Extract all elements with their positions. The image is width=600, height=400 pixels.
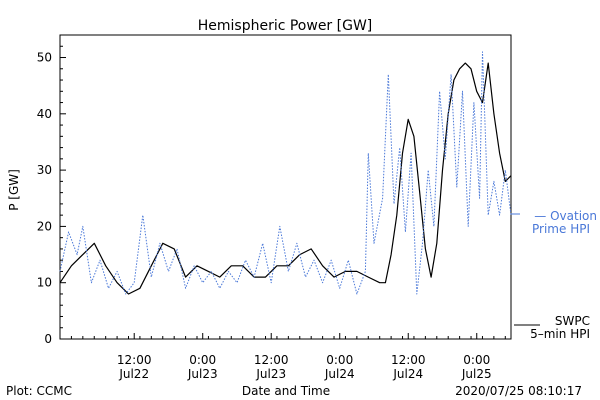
legend-ovation-line2: Prime HPI bbox=[532, 222, 590, 236]
x-tick-date-label: Jul25 bbox=[461, 367, 492, 381]
x-tick-time-label: 0:00 bbox=[189, 353, 216, 367]
y-tick-label: 50 bbox=[37, 51, 52, 65]
x-axis-label: Date and Time bbox=[242, 384, 330, 398]
legend: — Ovation Prime HPI SWPC 5–min HPI bbox=[511, 209, 597, 341]
x-tick-date-label: Jul24 bbox=[324, 367, 355, 381]
y-tick-label: 0 bbox=[44, 332, 52, 346]
series-swpc-line bbox=[59, 62, 512, 295]
y-tick-label: 40 bbox=[37, 107, 52, 121]
x-tick-date-label: Jul24 bbox=[392, 367, 423, 381]
y-axis-label: P [GW] bbox=[7, 169, 21, 211]
x-tick-time-label: 0:00 bbox=[326, 353, 353, 367]
y-axis-ticks: 0 10 20 30 40 50 bbox=[37, 34, 66, 346]
footer-credit: Plot: CCMC bbox=[6, 384, 72, 398]
legend-swpc-line2: 5–min HPI bbox=[530, 327, 590, 341]
x-tick-date-label: Jul23 bbox=[255, 367, 286, 381]
x-tick-time-label: 12:00 bbox=[117, 353, 152, 367]
x-tick-time-label: 0:00 bbox=[463, 353, 490, 367]
footer-timestamp: 2020/07/25 08:10:17 bbox=[455, 384, 582, 398]
y-tick-label: 10 bbox=[37, 276, 52, 290]
series-layer bbox=[59, 51, 512, 295]
legend-swpc-line1: SWPC bbox=[555, 314, 590, 328]
series-ovation-line bbox=[59, 51, 512, 295]
x-tick-time-label: 12:00 bbox=[391, 353, 426, 367]
x-axis-ticks: 12:00Jul220:00Jul2312:00Jul230:00Jul2412… bbox=[59, 333, 506, 381]
y-tick-label: 20 bbox=[37, 219, 52, 233]
legend-ovation-line1: — Ovation bbox=[534, 209, 597, 223]
y-tick-label: 30 bbox=[37, 163, 52, 177]
chart-title: Hemispheric Power [GW] bbox=[198, 18, 373, 34]
x-tick-time-label: 12:00 bbox=[254, 353, 289, 367]
plot-frame bbox=[59, 34, 512, 340]
x-tick-date-label: Jul22 bbox=[118, 367, 149, 381]
x-tick-date-label: Jul23 bbox=[187, 367, 218, 381]
